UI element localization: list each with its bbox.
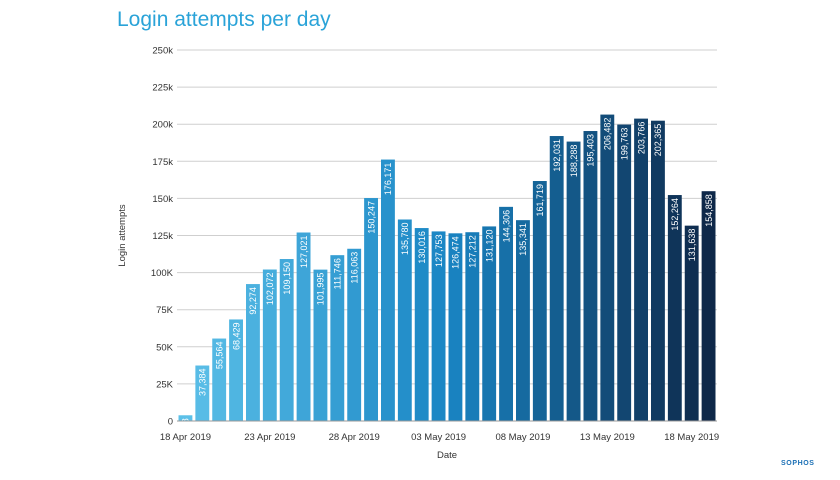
bar-value-label: 131,638 — [687, 229, 697, 262]
bar-value-label: 135,341 — [518, 223, 528, 256]
y-tick-label: 50K — [156, 342, 174, 353]
y-tick-label: 0 — [168, 417, 173, 428]
bar-value-label: 101,995 — [316, 273, 326, 306]
bar — [195, 365, 210, 421]
bar-value-label: 116,063 — [349, 252, 359, 284]
bar — [549, 136, 564, 421]
bar — [516, 220, 530, 421]
bar — [532, 181, 547, 421]
bar — [667, 195, 682, 421]
bar — [330, 255, 345, 421]
bar — [178, 415, 193, 421]
chart-title: Login attempts per day — [117, 8, 331, 31]
y-tick-label: 75K — [156, 305, 174, 316]
y-tick-label: 250k — [152, 46, 173, 57]
bar — [397, 219, 412, 421]
bar-value-label: 202,365 — [653, 124, 663, 157]
bar — [262, 269, 277, 421]
y-tick-label: 175k — [152, 157, 173, 168]
bar — [246, 284, 260, 421]
bar-value-label: 92,274 — [248, 287, 258, 315]
bar-value-label: 150,247 — [366, 201, 376, 234]
bar-value-label: 130,016 — [417, 231, 427, 264]
bar-value-label: 203,766 — [636, 122, 646, 155]
bar-value-label: 161,719 — [535, 184, 545, 217]
bar — [583, 131, 598, 421]
x-tick-label: 03 May 2019 — [411, 432, 466, 443]
bar — [381, 159, 395, 421]
bar-value-label: 55,564 — [214, 342, 224, 370]
bar — [279, 259, 294, 421]
bar-value-label: 199,763 — [619, 128, 629, 161]
bar — [482, 226, 497, 421]
bar — [347, 248, 362, 421]
bar-value-label: 127,021 — [299, 236, 309, 269]
x-tick-label: 18 Apr 2019 — [160, 432, 211, 443]
bar — [465, 232, 480, 421]
bar-value-label: 131,120 — [484, 229, 494, 262]
bar — [448, 233, 463, 421]
bar — [600, 114, 615, 421]
x-tick-label: 18 May 2019 — [664, 432, 719, 443]
y-tick-label: 150k — [152, 194, 173, 205]
x-axis-title: Date — [437, 450, 457, 461]
bar — [364, 198, 378, 421]
y-tick-label: 225k — [152, 83, 173, 94]
bar-value-label: 127,753 — [434, 234, 444, 267]
bar-value-label: 144,306 — [501, 210, 511, 243]
y-tick-label: 100K — [151, 268, 174, 279]
bar — [701, 191, 716, 421]
bar — [634, 118, 648, 421]
y-axis-title: Login attempts — [117, 204, 128, 267]
bar-value-label: 192,031 — [552, 139, 562, 172]
bar-value-label: 206,482 — [603, 118, 613, 151]
bar-value-label: 195,403 — [586, 134, 596, 167]
bar — [617, 124, 632, 422]
bar-value-label: 126,474 — [451, 236, 461, 269]
bar-value-label: 135,780 — [400, 223, 410, 256]
bar-value-label: 109,150 — [282, 262, 292, 295]
x-tick-label: 13 May 2019 — [580, 432, 635, 443]
bar — [566, 141, 581, 421]
bar-value-label: 152,264 — [670, 198, 680, 231]
bar-value-label: 188,288 — [569, 145, 579, 178]
y-tick-label: 125k — [152, 231, 173, 242]
x-tick-label: 23 Apr 2019 — [244, 432, 295, 443]
bar-value-label: 111,746 — [333, 258, 343, 289]
bar — [212, 338, 227, 421]
y-tick-label: 200k — [152, 120, 173, 131]
bar-value-label: 127,212 — [468, 235, 478, 268]
bar — [651, 120, 665, 421]
sophos-logo: SOPHOS — [781, 460, 815, 467]
bar-value-label: 176,171 — [383, 163, 393, 196]
bar-value-label: 37,384 — [198, 369, 208, 397]
bar — [499, 206, 513, 421]
bar-value-label: 3,858 — [181, 418, 191, 441]
bar — [684, 225, 699, 421]
bar-value-label: 68,429 — [231, 322, 241, 350]
bar — [431, 231, 446, 421]
bar-value-label: 154,858 — [704, 194, 714, 227]
bar — [296, 232, 311, 421]
x-tick-label: 08 May 2019 — [495, 432, 550, 443]
x-tick-label: 28 Apr 2019 — [329, 432, 380, 443]
y-tick-label: 25K — [156, 379, 174, 390]
bar — [313, 269, 328, 421]
bar-value-label: 102,072 — [265, 273, 275, 306]
bar — [229, 319, 243, 421]
bar — [414, 228, 429, 421]
